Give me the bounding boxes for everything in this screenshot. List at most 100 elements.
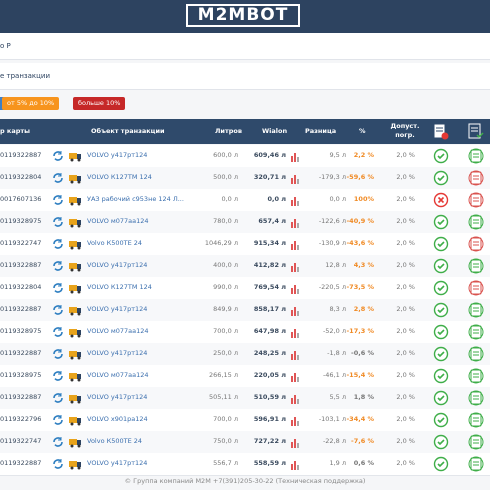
wialon-chart[interactable] xyxy=(290,302,306,318)
vehicle-icon[interactable] xyxy=(68,258,84,274)
report-button[interactable] xyxy=(468,324,484,340)
report-button[interactable] xyxy=(468,456,484,472)
wialon-chart[interactable] xyxy=(290,324,306,340)
column-header[interactable]: Объект транзакции xyxy=(91,127,165,135)
refresh-button[interactable] xyxy=(51,258,67,274)
vehicle-name[interactable]: VOLVO м077аа124 xyxy=(87,217,149,225)
wialon-chart[interactable] xyxy=(290,390,306,406)
wialon-chart[interactable] xyxy=(290,258,306,274)
status-icon[interactable] xyxy=(433,302,449,318)
vehicle-name[interactable]: УАЗ рабочий с953не 124 Л... xyxy=(87,195,184,203)
vehicle-icon[interactable] xyxy=(68,412,84,428)
vehicle-name[interactable]: VOLVO м077аа124 xyxy=(87,327,149,335)
report-button[interactable] xyxy=(468,258,484,274)
column-header[interactable]: Wialon xyxy=(262,127,288,135)
status-icon[interactable] xyxy=(433,148,449,164)
report-button[interactable] xyxy=(468,148,484,164)
vehicle-icon[interactable] xyxy=(68,368,84,384)
status-icon[interactable] xyxy=(433,434,449,450)
status-icon[interactable] xyxy=(433,214,449,230)
refresh-button[interactable] xyxy=(51,214,67,230)
report-button[interactable] xyxy=(468,192,484,208)
refresh-button[interactable] xyxy=(51,148,67,164)
refresh-button[interactable] xyxy=(51,412,67,428)
vehicle-icon[interactable] xyxy=(68,456,84,472)
status-icon[interactable] xyxy=(433,236,449,252)
vehicle-name[interactable]: VOLVO у417рт124 xyxy=(87,393,148,401)
report-button[interactable] xyxy=(468,368,484,384)
refresh-button[interactable] xyxy=(51,346,67,362)
wialon-chart[interactable] xyxy=(290,434,306,450)
vehicle-name[interactable]: VOLVO у417рт124 xyxy=(87,349,148,357)
wialon-chart[interactable] xyxy=(290,148,306,164)
wialon-chart[interactable] xyxy=(290,412,306,428)
refresh-button[interactable] xyxy=(51,434,67,450)
vehicle-name[interactable]: VOLVO у417рт124 xyxy=(87,305,148,313)
status-icon[interactable] xyxy=(433,324,449,340)
vehicle-icon[interactable] xyxy=(68,236,84,252)
report-button[interactable] xyxy=(468,302,484,318)
refresh-button[interactable] xyxy=(51,236,67,252)
vehicle-name[interactable]: VOLVO у417рт124 xyxy=(87,151,148,159)
report-button[interactable] xyxy=(468,434,484,450)
refresh-button[interactable] xyxy=(51,368,67,384)
column-header[interactable]: Допуст. погр. xyxy=(390,122,420,139)
filter-badge[interactable]: от 5% до 10% xyxy=(2,97,60,110)
status-icon[interactable] xyxy=(433,456,449,472)
refresh-button[interactable] xyxy=(51,302,67,318)
report-button[interactable] xyxy=(468,390,484,406)
status-icon[interactable] xyxy=(433,258,449,274)
wialon-chart[interactable] xyxy=(290,214,306,230)
report-button[interactable] xyxy=(468,170,484,186)
status-icon[interactable] xyxy=(433,368,449,384)
vehicle-icon[interactable] xyxy=(68,324,84,340)
refresh-button[interactable] xyxy=(51,390,67,406)
status-icon[interactable] xyxy=(433,280,449,296)
vehicle-icon[interactable] xyxy=(68,170,84,186)
filter-badge[interactable]: больше 10% xyxy=(73,97,126,110)
refresh-button[interactable] xyxy=(51,456,67,472)
status-icon[interactable] xyxy=(433,192,449,208)
column-header[interactable]: Литров xyxy=(215,127,242,135)
report-button[interactable] xyxy=(468,214,484,230)
vehicle-name[interactable]: VOLVO К127ТМ 124 xyxy=(87,283,152,291)
logo[interactable]: M2MBOT xyxy=(186,4,300,27)
wialon-chart[interactable] xyxy=(290,170,306,186)
wialon-chart[interactable] xyxy=(290,236,306,252)
vehicle-icon[interactable] xyxy=(68,390,84,406)
wialon-chart[interactable] xyxy=(290,280,306,296)
wialon-chart[interactable] xyxy=(290,192,306,208)
refresh-button[interactable] xyxy=(51,170,67,186)
vehicle-icon[interactable] xyxy=(68,434,84,450)
vehicle-name[interactable]: Volvo К500ТЕ 24 xyxy=(87,437,143,445)
wialon-chart[interactable] xyxy=(290,346,306,362)
wialon-chart[interactable] xyxy=(290,456,306,472)
status-icon[interactable] xyxy=(433,170,449,186)
report-button[interactable] xyxy=(468,412,484,428)
report-button[interactable] xyxy=(468,346,484,362)
refresh-button[interactable] xyxy=(51,324,67,340)
vehicle-icon[interactable] xyxy=(68,280,84,296)
vehicle-name[interactable]: VOLVO м077аа124 xyxy=(87,371,149,379)
vehicle-name[interactable]: VOLVO у417рт124 xyxy=(87,459,148,467)
vehicle-icon[interactable] xyxy=(68,302,84,318)
refresh-button[interactable] xyxy=(51,192,67,208)
vehicle-icon[interactable] xyxy=(68,148,84,164)
column-header[interactable]: Разница xyxy=(305,127,337,135)
vehicle-name[interactable]: VOLVO у417рт124 xyxy=(87,261,148,269)
status-icon[interactable] xyxy=(433,412,449,428)
vehicle-icon[interactable] xyxy=(68,192,84,208)
vehicle-icon[interactable] xyxy=(68,214,84,230)
status-icon[interactable] xyxy=(433,390,449,406)
column-header[interactable]: р карты xyxy=(0,127,31,135)
vehicle-name[interactable]: Volvo К500ТЕ 24 xyxy=(87,239,143,247)
vehicle-name[interactable]: VOLVO К127ТМ 124 xyxy=(87,173,152,181)
report-button[interactable] xyxy=(468,280,484,296)
vehicle-name[interactable]: VOLVO х901ра124 xyxy=(87,415,148,423)
status-icon[interactable] xyxy=(433,346,449,362)
report-button[interactable] xyxy=(468,236,484,252)
refresh-button[interactable] xyxy=(51,280,67,296)
wialon-chart[interactable] xyxy=(290,368,306,384)
vehicle-icon[interactable] xyxy=(68,346,84,362)
column-header[interactable]: % xyxy=(359,127,366,135)
